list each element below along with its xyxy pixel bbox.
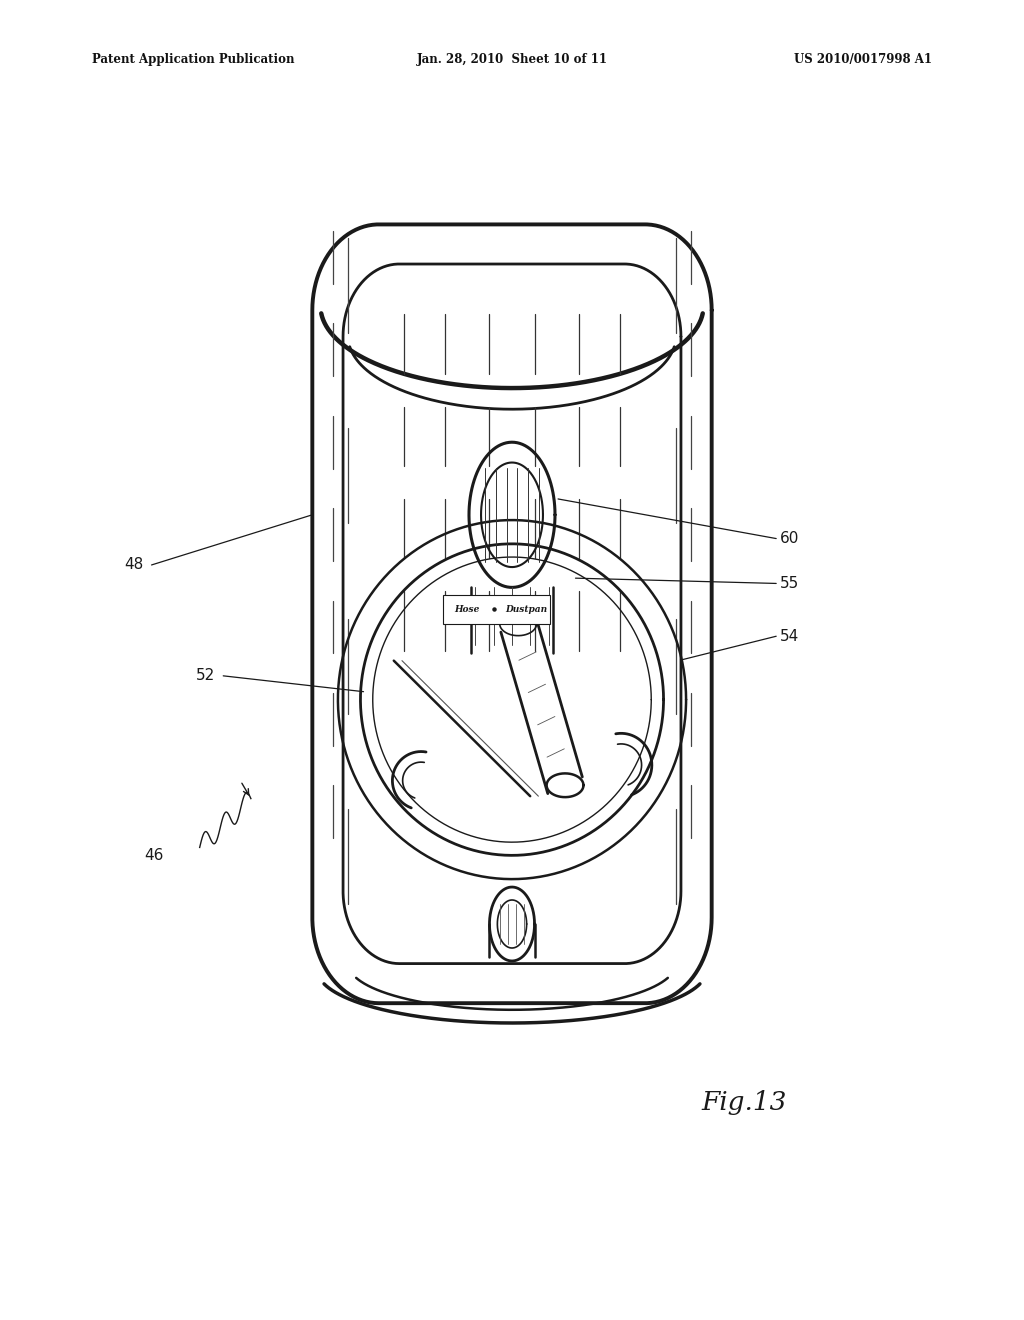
Text: 60: 60 bbox=[780, 531, 800, 546]
Text: 48: 48 bbox=[124, 557, 143, 573]
FancyBboxPatch shape bbox=[442, 595, 551, 624]
Text: Patent Application Publication: Patent Application Publication bbox=[92, 53, 295, 66]
Text: Fig.13: Fig.13 bbox=[701, 1090, 786, 1114]
Text: 55: 55 bbox=[780, 576, 800, 591]
Text: Dustpan: Dustpan bbox=[506, 605, 548, 614]
Text: 54: 54 bbox=[780, 628, 800, 644]
Text: 52: 52 bbox=[196, 668, 215, 684]
Text: US 2010/0017998 A1: US 2010/0017998 A1 bbox=[794, 53, 932, 66]
Text: 46: 46 bbox=[144, 847, 164, 863]
Text: Jan. 28, 2010  Sheet 10 of 11: Jan. 28, 2010 Sheet 10 of 11 bbox=[417, 53, 607, 66]
Text: Hose: Hose bbox=[454, 605, 479, 614]
